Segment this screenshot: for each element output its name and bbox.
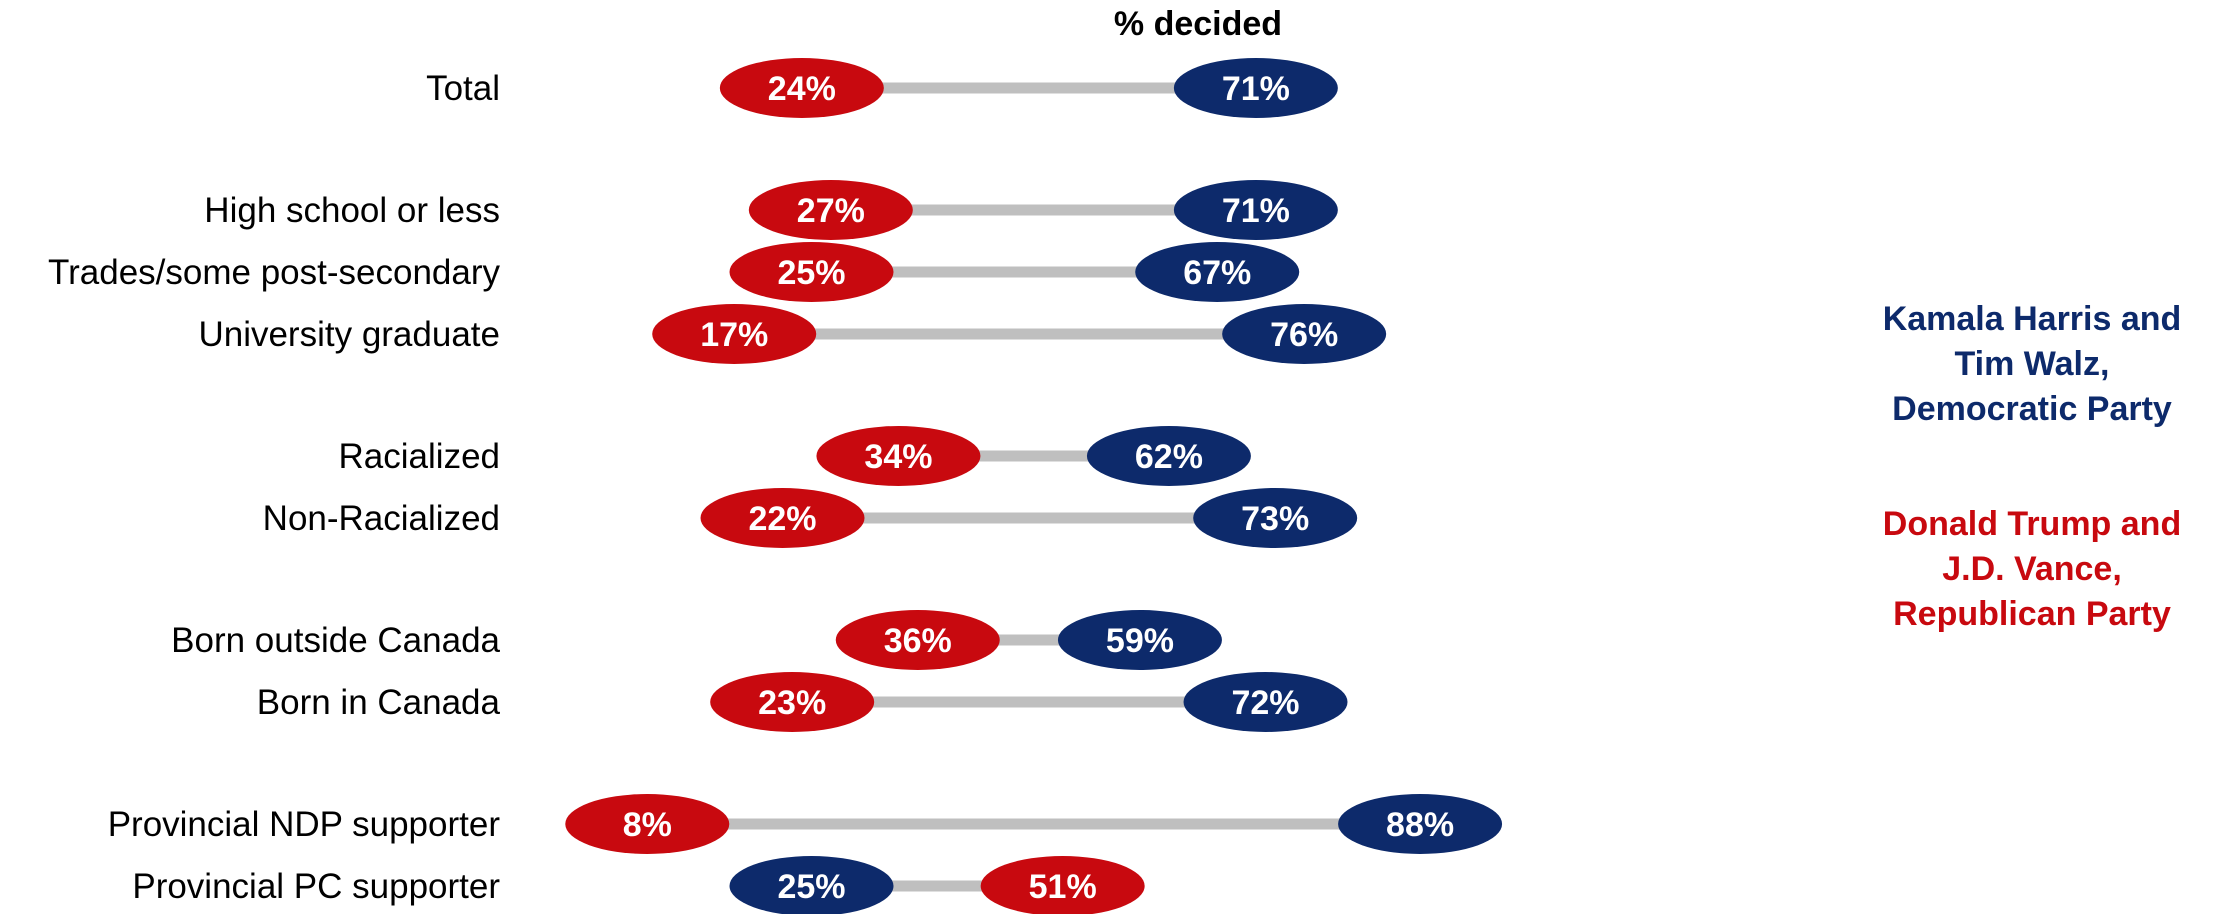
democratic-marker (1173, 58, 1338, 118)
row-label: Trades/some post-secondary (48, 253, 500, 292)
republican-marker (719, 58, 884, 118)
chart-title: % decided (1114, 5, 1282, 43)
chart-row: Trades/some post-secondary 67% 25% (48, 242, 1300, 302)
row-label: University graduate (198, 315, 500, 354)
democratic-marker (1338, 794, 1503, 854)
democratic-marker (729, 856, 894, 914)
democratic-value-label: 73% (1241, 500, 1309, 538)
chart-row: Provincial NDP supporter 88% 8% (108, 794, 1503, 854)
democratic-value-label: 71% (1222, 192, 1290, 230)
republican-value-label: 22% (748, 500, 816, 538)
republican-marker (700, 488, 865, 548)
democratic-value-label: 62% (1135, 438, 1203, 476)
row-label: Born in Canada (257, 683, 501, 722)
chart-row: Non-Racialized 73% 22% (263, 488, 1358, 548)
legend-text-line: Donald Trump and (1883, 505, 2181, 543)
republican-value-label: 8% (623, 806, 672, 844)
legend-entry-republican: Donald Trump and J.D. Vance, Republican Pa… (1883, 505, 2181, 633)
row-label: Provincial NDP supporter (108, 805, 501, 844)
republican-value-label: 27% (797, 192, 865, 230)
republican-marker (729, 242, 894, 302)
democratic-marker (1173, 180, 1338, 240)
row-label: Born outside Canada (171, 621, 500, 660)
chart-row: Born outside Canada 59% 36% (171, 610, 1222, 670)
democratic-marker (1193, 488, 1358, 548)
chart-row: High school or less 71% 27% (204, 180, 1338, 240)
republican-marker (816, 426, 981, 486)
democratic-marker (1222, 304, 1387, 364)
chart-row: Racialized 62% 34% (339, 426, 1251, 486)
republican-marker (652, 304, 817, 364)
republican-value-label: 17% (700, 316, 768, 354)
legend-text-line: Tim Walz, (1955, 345, 2110, 383)
democratic-value-label: 72% (1231, 684, 1299, 722)
legend-text-line: Kamala Harris and (1883, 300, 2182, 338)
republican-marker (748, 180, 913, 240)
chart-row: Born in Canada 72% 23% (257, 672, 1348, 732)
republican-value-label: 51% (1029, 868, 1097, 906)
republican-value-label: 25% (777, 254, 845, 292)
row-label: Total (426, 69, 500, 108)
republican-marker (980, 856, 1145, 914)
republican-value-label: 34% (864, 438, 932, 476)
democratic-marker (1183, 672, 1348, 732)
chart-row: University graduate 76% 17% (198, 304, 1387, 364)
democratic-value-label: 25% (777, 868, 845, 906)
republican-marker (710, 672, 875, 732)
row-label: Provincial PC supporter (132, 867, 500, 906)
democratic-marker (1057, 610, 1222, 670)
row-label: Non-Racialized (263, 499, 500, 538)
republican-marker (835, 610, 1000, 670)
democratic-value-label: 76% (1270, 316, 1338, 354)
democratic-marker (1086, 426, 1251, 486)
chart-rows: Total 71% 24% High school or less 71% 27% Trad… (48, 58, 1503, 914)
legend-text-line: Republican Party (1893, 595, 2171, 633)
republican-value-label: 24% (768, 70, 836, 108)
legend-text-line: Democratic Party (1892, 390, 2172, 428)
legend-text-line: J.D. Vance, (1942, 550, 2122, 588)
republican-marker (565, 794, 730, 854)
democratic-value-label: 67% (1183, 254, 1251, 292)
republican-value-label: 23% (758, 684, 826, 722)
democratic-value-label: 88% (1386, 806, 1454, 844)
row-label: Racialized (339, 437, 500, 476)
republican-value-label: 36% (884, 622, 952, 660)
chart-row: Total 71% 24% (426, 58, 1338, 118)
democratic-value-label: 59% (1106, 622, 1174, 660)
chart-row: Provincial PC supporter 25% 51% (132, 856, 1145, 914)
democratic-marker (1135, 242, 1300, 302)
legend: Kamala Harris and Tim Walz, Democratic Par… (1883, 300, 2182, 633)
row-label: High school or less (204, 191, 500, 230)
democratic-value-label: 71% (1222, 70, 1290, 108)
legend-entry-democratic: Kamala Harris and Tim Walz, Democratic Par… (1883, 300, 2182, 428)
